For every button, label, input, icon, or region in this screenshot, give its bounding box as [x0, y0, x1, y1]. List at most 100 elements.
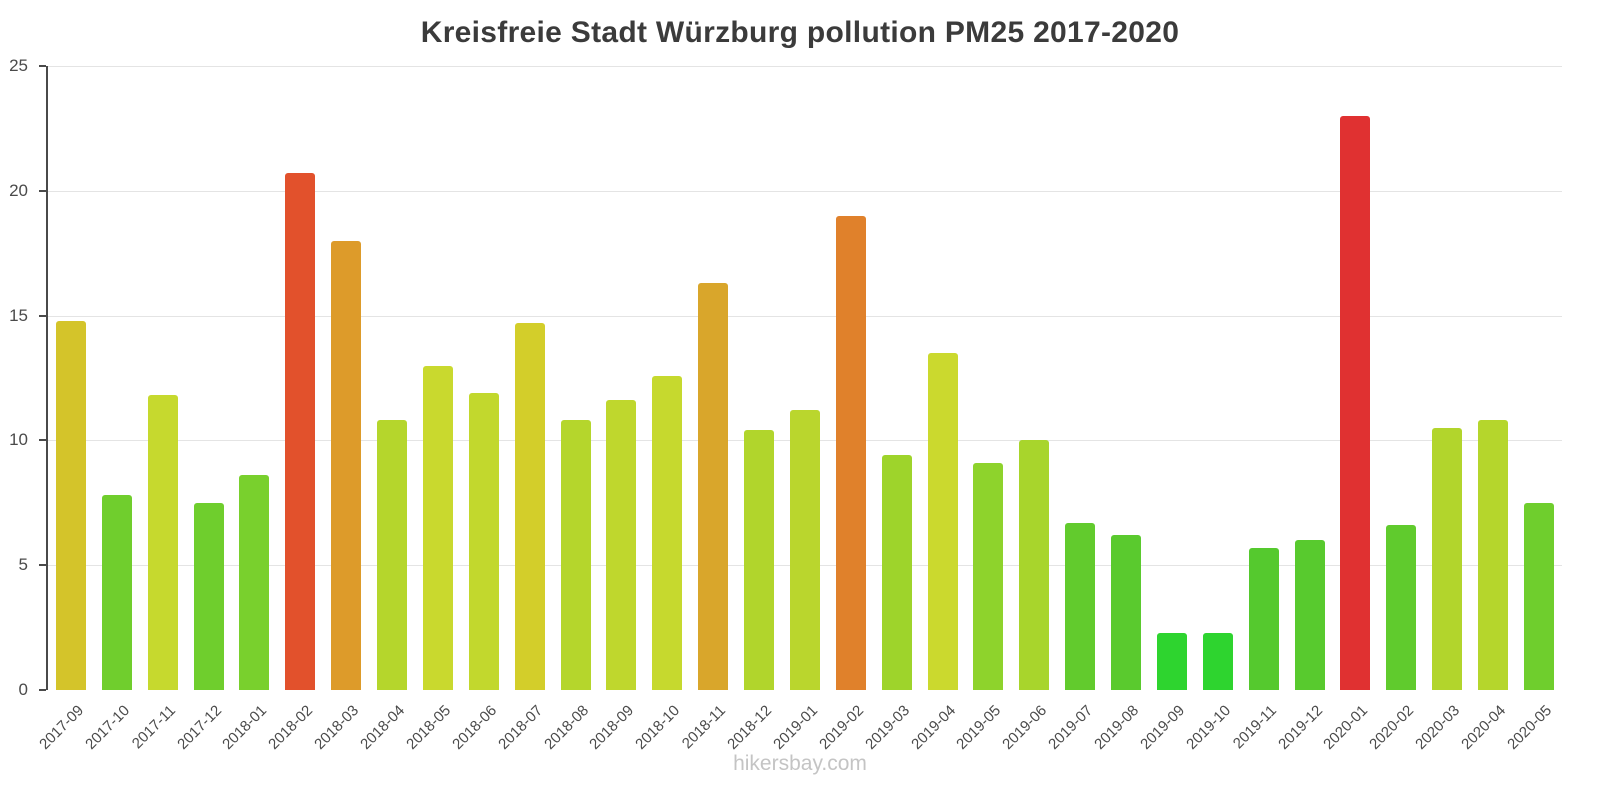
bar-slot — [828, 66, 874, 690]
bar — [1111, 535, 1142, 690]
bar — [652, 375, 683, 690]
y-axis-tick — [39, 314, 46, 317]
x-tick-label: 2017-12 — [173, 702, 225, 753]
y-tick-label: 0 — [18, 680, 28, 699]
bar — [331, 240, 362, 690]
plot-area — [39, 65, 1562, 691]
x-tick-label: 2020-04 — [1458, 702, 1510, 753]
bar-slot — [644, 66, 690, 690]
x-tick-label: 2018-10 — [632, 702, 684, 753]
bar — [835, 215, 866, 690]
bar-slot — [690, 66, 736, 690]
x-tick-label: 2019-10 — [1182, 702, 1234, 753]
bar-slot — [1470, 66, 1516, 690]
x-tick-label: 2018-09 — [586, 702, 638, 753]
x-tick-label: 2019-05 — [953, 702, 1005, 753]
y-tick-label: 5 — [18, 555, 28, 575]
bar-slot — [461, 66, 507, 690]
x-tick-label: 2018-01 — [219, 702, 271, 753]
bar — [789, 410, 820, 690]
x-tick-label: 2020-03 — [1412, 702, 1464, 753]
bar — [1386, 525, 1417, 690]
x-tick-label: 2019-04 — [907, 702, 959, 753]
y-axis-tick — [39, 65, 46, 67]
bar — [1294, 540, 1325, 690]
bar — [101, 495, 132, 690]
x-tick-label: 2018-11 — [679, 702, 730, 753]
bar-slot — [277, 66, 323, 690]
x-tick-label: 2017-09 — [36, 702, 87, 753]
chart-title: Kreisfreie Stadt Würzburg pollution PM25… — [420, 16, 1180, 49]
y-axis-tick — [39, 189, 46, 192]
bar — [1432, 427, 1463, 690]
x-tick-label: 2019-01 — [770, 702, 822, 753]
bar-slot — [920, 66, 966, 690]
gridline — [48, 66, 1562, 67]
x-tick-label: 2018-07 — [494, 702, 546, 753]
bar-slot — [1333, 66, 1379, 690]
x-tick-label: 2018-04 — [357, 702, 409, 753]
bar-slot — [323, 66, 369, 690]
x-tick-label: 2019-08 — [1091, 702, 1143, 753]
y-tick-label: 15 — [9, 305, 28, 325]
bars-container — [48, 66, 1562, 690]
x-tick-label: 2020-05 — [1504, 702, 1556, 753]
bar-slot — [186, 66, 232, 690]
bar — [744, 430, 775, 690]
bar-slot — [553, 66, 599, 690]
bar-slot — [599, 66, 645, 690]
x-tick-label: 2019-09 — [1137, 702, 1189, 753]
x-tick-label: 2018-02 — [265, 702, 317, 753]
watermark: hikersbay.com — [733, 752, 867, 775]
bar — [1478, 420, 1509, 690]
y-axis-tick — [39, 689, 46, 691]
bar — [147, 395, 178, 690]
x-tick-label: 2019-11 — [1229, 702, 1280, 753]
bar-slot — [94, 66, 140, 690]
bar — [422, 365, 453, 690]
bar-slot — [232, 66, 278, 690]
bar-slot — [874, 66, 920, 690]
bar — [1523, 502, 1554, 690]
bar-slot — [140, 66, 186, 690]
bar-slot — [1516, 66, 1562, 690]
x-tick-label: 2018-05 — [403, 702, 455, 753]
bar — [973, 462, 1004, 690]
bar — [1019, 440, 1050, 690]
bar — [606, 400, 637, 690]
x-tick-label: 2018-12 — [724, 702, 776, 753]
x-tick-label: 2019-03 — [861, 702, 913, 753]
bar-slot — [1287, 66, 1333, 690]
bar — [55, 320, 86, 690]
bar-slot — [1011, 66, 1057, 690]
y-tick-label: 10 — [9, 430, 28, 450]
bar-slot — [1378, 66, 1424, 690]
bar — [1340, 115, 1371, 690]
bar-slot — [48, 66, 94, 690]
x-tick-label: 2019-12 — [1274, 702, 1326, 753]
bar-slot — [1424, 66, 1470, 690]
y-axis-tick — [39, 564, 46, 567]
bar — [1065, 522, 1096, 690]
bar-slot — [369, 66, 415, 690]
x-tick-label: 2018-06 — [448, 702, 500, 753]
bar-slot — [415, 66, 461, 690]
x-tick-label: 2019-07 — [1045, 702, 1097, 753]
bar-slot — [782, 66, 828, 690]
bar — [285, 173, 316, 690]
gridline — [48, 190, 1562, 192]
gridline — [48, 315, 1562, 317]
bar — [193, 502, 224, 690]
x-tick-label: 2019-06 — [999, 702, 1051, 753]
x-tick-label: 2018-08 — [540, 702, 592, 753]
x-tick-label: 2017-10 — [81, 702, 133, 753]
x-tick-label: 2018-03 — [311, 702, 363, 753]
bar-slot — [736, 66, 782, 690]
bar — [239, 475, 270, 690]
bar — [1156, 632, 1187, 690]
bar-slot — [507, 66, 553, 690]
bar — [881, 455, 912, 690]
y-tick-label: 25 — [9, 56, 28, 75]
y-axis-tick — [39, 439, 46, 442]
bar — [927, 353, 958, 690]
